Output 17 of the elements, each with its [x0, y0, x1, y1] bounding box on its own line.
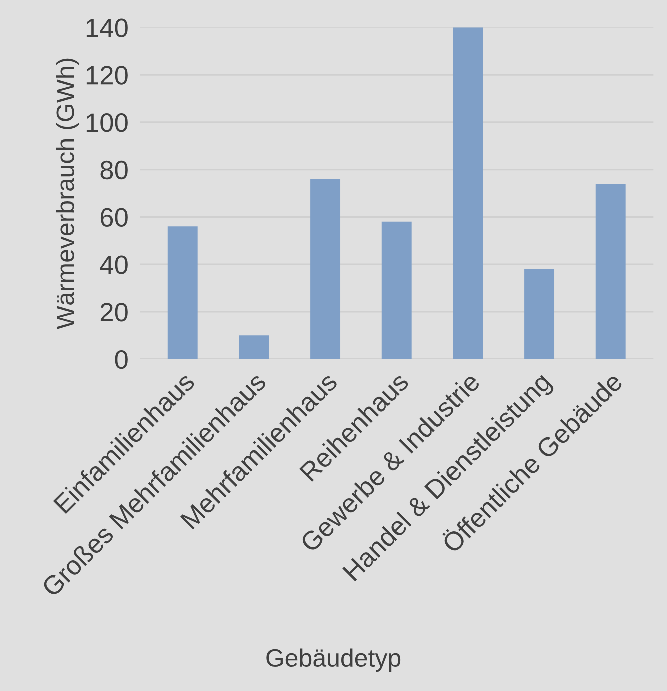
x-axis-title: Gebäudetyp: [266, 648, 401, 672]
bar: [239, 336, 270, 360]
y-tick-label: 60: [100, 208, 128, 227]
y-tick-label: 80: [100, 160, 128, 180]
y-tick-label: 20: [100, 303, 128, 322]
bar: [524, 269, 555, 360]
y-axis-title: Wärmeverbrauch (GWh): [56, 58, 80, 330]
y-tick-label: 100: [86, 114, 128, 132]
bar: [168, 226, 198, 360]
y-tick-label: 0: [115, 350, 128, 370]
y-tick-label: 40: [100, 256, 128, 274]
y-tick-label: 120: [86, 66, 128, 85]
bar: [382, 222, 412, 360]
bar: [453, 28, 484, 360]
bar: [310, 179, 341, 360]
y-tick-label: 140: [86, 18, 128, 38]
bar: [596, 184, 626, 360]
